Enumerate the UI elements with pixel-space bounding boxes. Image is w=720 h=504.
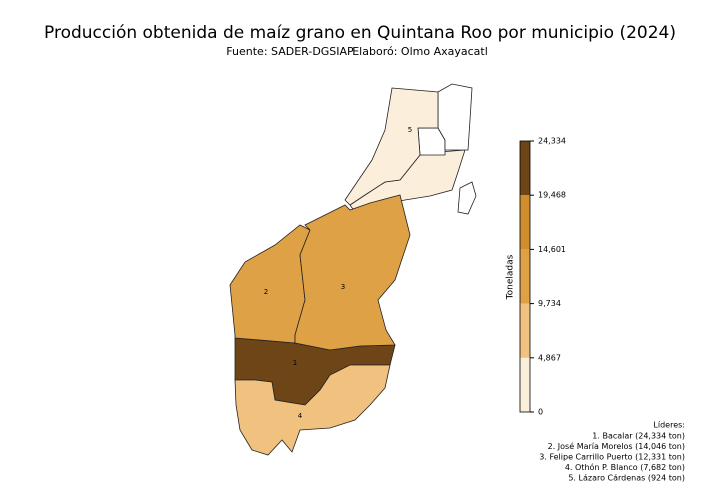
region-label: 2 — [264, 288, 268, 296]
municipality — [344, 87, 439, 206]
colorbar-frame — [519, 140, 531, 413]
municipality — [294, 194, 411, 351]
region-label: 3 — [341, 283, 345, 291]
municipality — [234, 364, 391, 456]
colorbar-tick-label: 9,734 — [538, 299, 561, 308]
municipality — [437, 83, 473, 151]
legend-title: Líderes: — [653, 421, 685, 430]
colorbar-label: Toneladas — [506, 254, 516, 300]
colorbar-tick-label: 4,867 — [538, 353, 561, 362]
subtitle-author: Elaboró: Olmo Axayacatl — [352, 45, 488, 58]
colorbar-tick-label: 0 — [538, 408, 543, 417]
colorbar-tick-label: 14,601 — [538, 245, 566, 254]
colorbar-bin — [520, 249, 530, 304]
legend-item: 3. Felipe Carrillo Puerto (12,331 ton) — [539, 453, 685, 462]
legend-item: 4. Othón P. Blanco (7,682 ton) — [565, 462, 685, 472]
legend-item: 1. Bacalar (24,334 ton) — [592, 432, 685, 441]
region-label: 5 — [408, 126, 412, 134]
legend-item: 5. Lázaro Cárdenas (924 ton) — [568, 474, 685, 483]
region-label: 4 — [298, 412, 303, 420]
legend-item: 2. José María Morelos (14,046 ton) — [548, 441, 685, 451]
colorbar-bin — [520, 303, 530, 358]
subtitle-source: Fuente: SADER-DGSIAP — [226, 45, 354, 58]
title: Producción obtenida de maíz grano en Qui… — [44, 23, 676, 43]
colorbar-bin — [520, 357, 530, 412]
colorbar-bin — [520, 195, 530, 250]
island — [457, 181, 477, 215]
colorbar-bin — [520, 141, 530, 196]
region-label: 1 — [293, 359, 297, 367]
colorbar-tick-label: 19,468 — [538, 191, 566, 200]
colorbar-tick-label: 24,334 — [538, 137, 566, 146]
other-municipalities — [349, 83, 477, 215]
